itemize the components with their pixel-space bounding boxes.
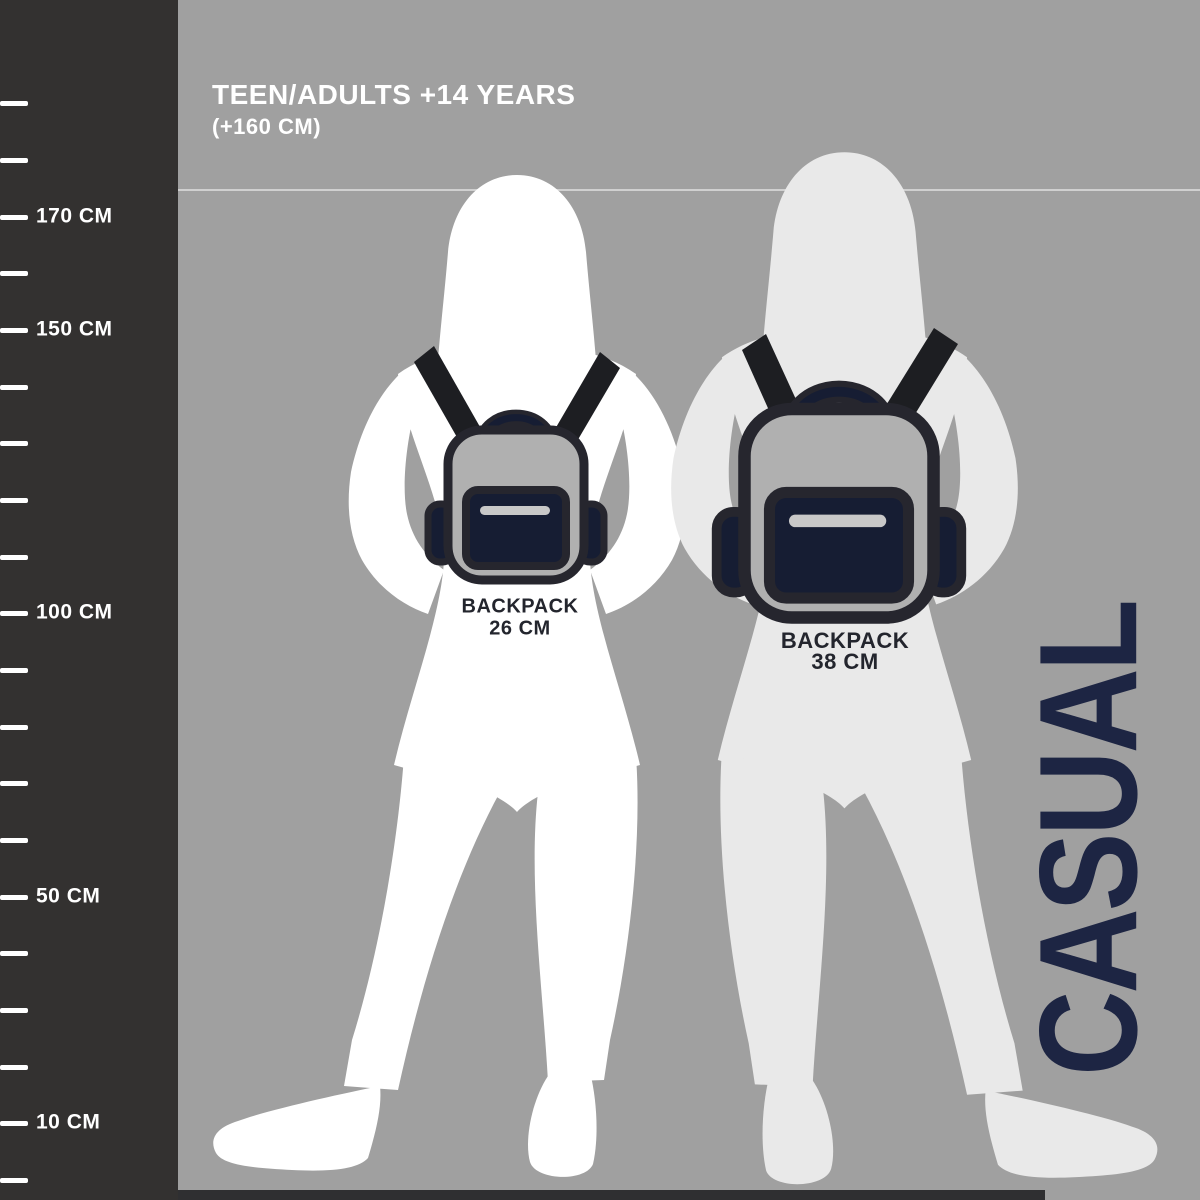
ruler-label-170cm: 170 CM — [36, 204, 113, 228]
ruler-tick — [0, 838, 28, 843]
ruler-tick — [0, 1178, 28, 1183]
ruler-tick — [0, 385, 28, 390]
backpack-size-left: 26 CM — [489, 617, 551, 640]
ruler-label-50cm: 50 CM — [36, 884, 101, 908]
header: TEEN/ADULTS +14 YEARS (+160 CM) — [212, 79, 576, 139]
age-group-title: TEEN/ADULTS +14 YEARS — [212, 79, 576, 110]
ruler-tick — [0, 328, 28, 333]
ruler-label-10cm: 10 CM — [36, 1110, 101, 1134]
ruler-tick — [0, 101, 28, 106]
ruler-tick — [0, 895, 28, 900]
ruler-tick — [0, 1008, 28, 1013]
ruler-tick — [0, 271, 28, 276]
ruler-tick — [0, 1121, 28, 1126]
ruler: 170 CM 150 CM 100 CM 50 CM 10 CM — [0, 0, 178, 1200]
backpack-26cm — [428, 418, 604, 580]
ruler-tick — [0, 555, 28, 560]
ruler-tick — [0, 951, 28, 956]
collection-wordmark: CASUAL — [1011, 602, 1167, 1076]
backpack-label-right: BACKPACK — [780, 628, 910, 653]
ruler-tick — [0, 441, 28, 446]
ruler-label-100cm: 100 CM — [36, 600, 113, 624]
ruler-tick — [0, 781, 28, 786]
ruler-tick — [0, 498, 28, 503]
height-reference-line — [0, 189, 1200, 191]
ruler-tick — [0, 611, 28, 616]
backpack-label-left: BACKPACK — [461, 595, 579, 618]
backpack-38cm — [717, 392, 962, 618]
ruler-tick — [0, 725, 28, 730]
ruler-tick — [0, 1065, 28, 1070]
height-subtitle: (+160 CM) — [212, 113, 322, 139]
ruler-tick — [0, 158, 28, 163]
ruler-tick — [0, 668, 28, 673]
silhouette-figure-left — [213, 175, 686, 1177]
backpack-size-right: 38 CM — [811, 649, 879, 674]
ruler-label-150cm: 150 CM — [36, 317, 113, 341]
base-line — [178, 1190, 1045, 1200]
ruler-tick — [0, 215, 28, 220]
